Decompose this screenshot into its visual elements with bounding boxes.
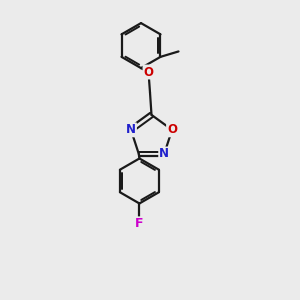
- Text: O: O: [143, 65, 154, 79]
- Text: N: N: [159, 148, 169, 160]
- Text: F: F: [135, 218, 144, 230]
- Text: O: O: [167, 123, 177, 136]
- Text: N: N: [126, 123, 136, 136]
